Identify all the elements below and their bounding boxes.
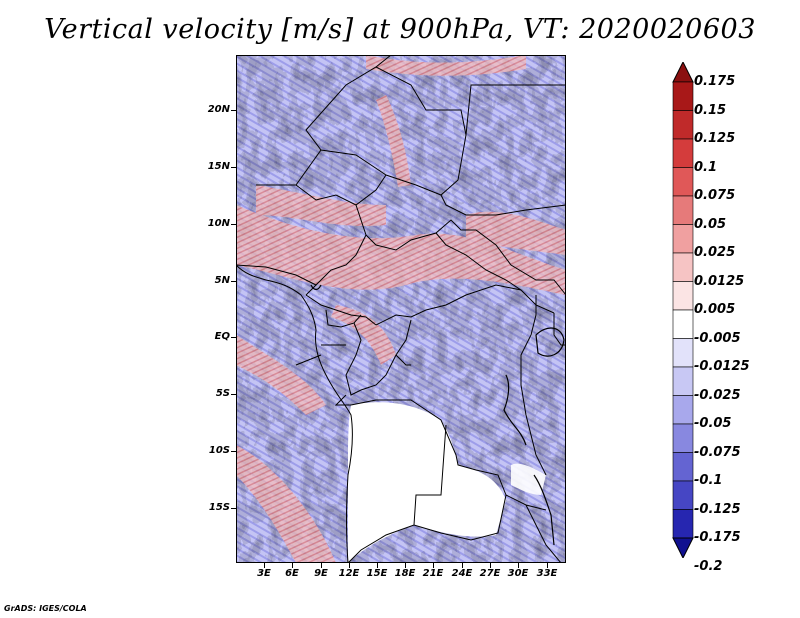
- colorbar-segment: [672, 167, 694, 197]
- lat-label-5n: 5N: [214, 275, 230, 286]
- positive-velocity-regions: [236, 55, 566, 563]
- lon-label-30e: 30E: [507, 568, 529, 579]
- colorbar-label: -0.075: [694, 444, 741, 460]
- colorbar-segment: [672, 138, 694, 168]
- colorbar-segment: [672, 480, 694, 510]
- lat-label-10n: 10N: [207, 218, 230, 229]
- lon-label-24e: 24E: [451, 568, 473, 579]
- colorbar-label: 0.075: [694, 188, 736, 203]
- colorbar-segment: [672, 395, 694, 425]
- lon-label-3e: 3E: [257, 568, 271, 579]
- colorbar-label: -0.175: [694, 530, 741, 545]
- chart-title: Vertical velocity [m/s] at 900hPa, VT: 2…: [44, 14, 756, 45]
- colorbar-segment: [672, 309, 694, 339]
- lat-label-20n: 20N: [207, 104, 230, 115]
- map-panel: [235, 54, 567, 564]
- colorbar: [672, 62, 694, 558]
- colorbar-segment: [672, 62, 694, 83]
- colorbar-label: 0.0125: [694, 273, 745, 289]
- lon-label-21e: 21E: [422, 568, 444, 579]
- lon-label-33e: 33E: [536, 568, 558, 579]
- colorbar-segment: [672, 110, 694, 140]
- lat-label-5s: 5S: [215, 388, 230, 399]
- lon-label-9e: 9E: [314, 568, 328, 579]
- country-borders: [235, 54, 567, 564]
- colorbar-segment: [672, 81, 694, 111]
- lat-label-10s: 10S: [208, 445, 230, 456]
- coastline: [235, 264, 353, 564]
- grads-credit: GrADS: IGES/COLA: [4, 604, 87, 613]
- lon-label-27e: 27E: [479, 568, 501, 579]
- colorbar-segment: [672, 509, 694, 539]
- colorbar-label: -0.0125: [694, 359, 750, 374]
- lat-label-eq: EQ: [214, 331, 230, 342]
- colorbar-label: -0.1: [694, 473, 723, 488]
- colorbar-segment: [672, 252, 694, 282]
- lon-label-18e: 18E: [394, 568, 416, 579]
- colorbar-segment: [672, 423, 694, 453]
- colorbar-label: 0.125: [694, 131, 736, 146]
- colorbar-segment: [672, 195, 694, 225]
- colorbar-segment: [672, 452, 694, 482]
- lat-label-15s: 15S: [208, 502, 230, 513]
- colorbar-label: -0.05: [694, 416, 732, 431]
- vertical-velocity-field: [235, 54, 567, 564]
- colorbar-label: 0.15: [694, 102, 727, 118]
- colorbar-label: -0.125: [694, 501, 741, 517]
- colorbar-segment: [672, 224, 694, 254]
- lon-label-15e: 15E: [366, 568, 388, 579]
- colorbar-label: 0.1: [694, 159, 718, 175]
- lat-label-15n: 15N: [207, 161, 230, 172]
- lakes: [310, 284, 565, 546]
- lon-label-6e: 6E: [285, 568, 299, 579]
- lon-label-12e: 12E: [338, 568, 360, 579]
- colorbar-label: -0.2: [694, 558, 723, 574]
- colorbar-label: 0.005: [694, 302, 736, 317]
- colorbar-segment: [672, 537, 694, 558]
- colorbar-segment: [672, 338, 694, 368]
- masked-high-terrain: [348, 402, 546, 563]
- colorbar-label: -0.025: [694, 387, 741, 403]
- colorbar-label: 0.05: [694, 216, 727, 232]
- colorbar-label: 0.175: [694, 74, 736, 89]
- colorbar-segment: [672, 366, 694, 396]
- colorbar-label: -0.005: [694, 330, 741, 346]
- colorbar-segment: [672, 281, 694, 311]
- colorbar-label: 0.025: [694, 245, 736, 260]
